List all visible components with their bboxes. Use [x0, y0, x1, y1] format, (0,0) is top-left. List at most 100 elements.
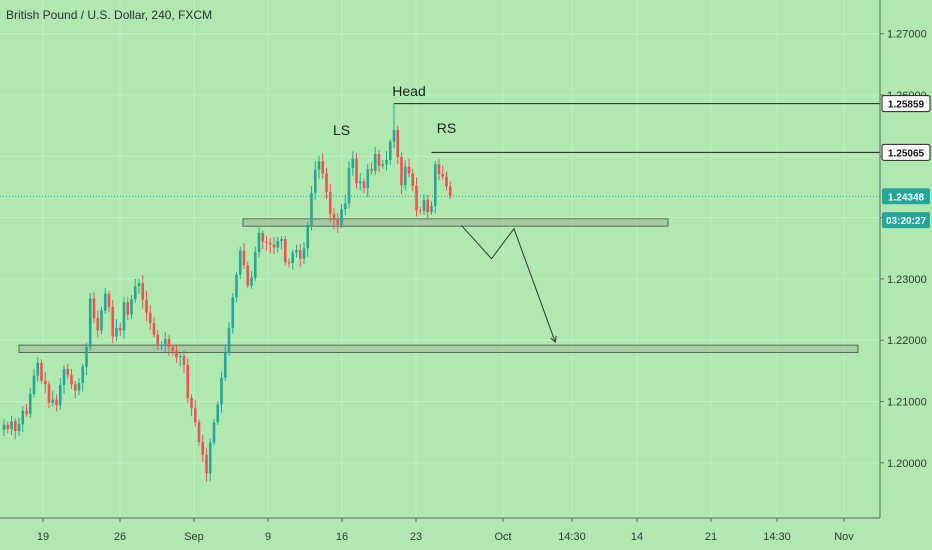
- candle-body: [51, 399, 55, 403]
- candle-body: [2, 424, 6, 430]
- chart-title: British Pound / U.S. Dollar, 240, FXCM: [6, 8, 213, 22]
- time-axis[interactable]: [0, 518, 880, 550]
- x-tick-label: Sep: [184, 531, 204, 543]
- x-tick-label: Nov: [834, 531, 854, 543]
- candle-body: [152, 323, 156, 335]
- candle-body: [103, 293, 107, 311]
- candle-body: [302, 248, 306, 259]
- candle-body: [310, 193, 313, 225]
- support-zone[interactable]: [242, 218, 669, 227]
- candle-body: [388, 141, 392, 160]
- candle-body: [190, 397, 193, 409]
- candle-body: [118, 327, 122, 331]
- annotation-head: Head: [392, 83, 425, 99]
- candle-body: [133, 286, 137, 300]
- candle-body: [85, 346, 88, 367]
- candle-body: [362, 181, 366, 189]
- candle-body: [107, 293, 111, 308]
- candle-body: [283, 239, 287, 263]
- candle-body: [336, 220, 340, 225]
- candle-body: [343, 203, 347, 210]
- candle-body: [88, 298, 92, 347]
- candle-body: [317, 161, 321, 170]
- candle-body: [231, 297, 235, 328]
- candle-body: [70, 375, 73, 385]
- x-tick-label: Oct: [494, 531, 511, 543]
- candle-body: [197, 422, 201, 442]
- candle-body: [328, 191, 332, 214]
- y-tick-label: 1.22000: [887, 335, 927, 347]
- candle-body: [66, 369, 70, 376]
- candle-body: [40, 362, 43, 381]
- candle-body: [415, 185, 418, 211]
- price-tag: [881, 143, 931, 161]
- y-tick-label: 1.21000: [887, 397, 927, 409]
- candle-body: [276, 240, 280, 248]
- candle-body: [73, 384, 77, 391]
- candle-body: [445, 176, 448, 187]
- candle-body: [366, 169, 370, 189]
- price-axis[interactable]: [880, 0, 932, 550]
- candle-body: [47, 384, 51, 403]
- candle-body: [242, 250, 246, 266]
- candle-body: [246, 265, 250, 286]
- x-tick-label: 9: [265, 531, 271, 543]
- y-tick-label: 1.27000: [887, 29, 927, 41]
- candle-body: [6, 424, 10, 430]
- candle-body: [223, 353, 227, 378]
- candle-body: [253, 251, 257, 278]
- price-tag-label: 1.25065: [888, 148, 925, 159]
- candle-body: [163, 338, 167, 346]
- candle-body: [201, 441, 205, 455]
- candle-body: [92, 298, 96, 319]
- candle-body: [321, 161, 325, 174]
- x-tick-label: 14:30: [763, 531, 791, 543]
- candle-body: [208, 442, 212, 474]
- candle-body: [441, 174, 445, 177]
- candle-body: [77, 383, 81, 391]
- candle-body: [291, 252, 295, 263]
- candle-body: [268, 242, 272, 245]
- candle-body: [171, 346, 175, 351]
- candle-body: [58, 384, 62, 406]
- candle-body: [385, 159, 388, 165]
- candle-body: [403, 166, 407, 186]
- candle-body: [62, 369, 66, 385]
- y-tick-label: 1.20000: [887, 458, 927, 470]
- candle-body: [422, 199, 426, 211]
- candle-body: [21, 410, 25, 425]
- candle-body: [370, 169, 373, 172]
- candle-body: [381, 164, 385, 167]
- candle-body: [10, 421, 13, 430]
- candle-body: [145, 299, 148, 313]
- candle-body: [156, 334, 160, 346]
- support-zone[interactable]: [18, 344, 859, 353]
- candle-body: [340, 209, 343, 225]
- candle-body: [295, 250, 298, 253]
- candle-body: [182, 356, 186, 365]
- candle-body: [351, 158, 355, 168]
- candle-body: [298, 250, 302, 259]
- candle-body: [448, 186, 452, 197]
- candle-body: [32, 375, 36, 395]
- candle-body: [160, 345, 163, 347]
- x-tick-label: 21: [705, 531, 717, 543]
- x-tick-label: 14:30: [558, 531, 586, 543]
- y-tick-label: 1.23000: [887, 274, 927, 286]
- candle-body: [96, 318, 100, 331]
- candle-body: [325, 173, 328, 192]
- candle-body: [407, 166, 411, 174]
- candle-body: [287, 262, 291, 264]
- candle-body: [100, 310, 103, 331]
- candle-body: [212, 422, 216, 443]
- candle-body: [216, 404, 220, 423]
- candle-body: [227, 327, 231, 354]
- candle-body: [433, 164, 437, 206]
- candle-body: [257, 232, 261, 252]
- candle-body: [250, 277, 253, 286]
- price-tag: [881, 95, 931, 113]
- candle-body: [377, 153, 381, 167]
- projection-path[interactable]: [461, 225, 556, 343]
